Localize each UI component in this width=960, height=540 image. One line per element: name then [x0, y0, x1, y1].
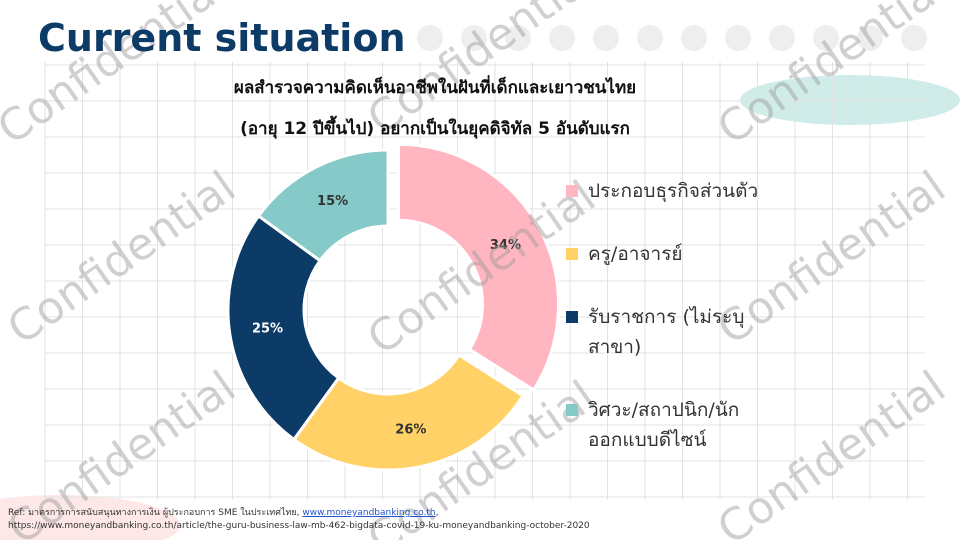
data-label: 25%: [252, 322, 283, 337]
data-label: 26%: [395, 422, 426, 437]
ref-link[interactable]: www.moneyandbanking.co.th: [302, 508, 436, 518]
decor-dot: [461, 25, 487, 51]
decor-dot: [769, 25, 795, 51]
ref-end: ,: [435, 508, 439, 518]
slice: [397, 142, 560, 393]
legend-swatch: [566, 404, 578, 416]
data-label: 34%: [490, 238, 521, 253]
decor-dot: [681, 25, 707, 51]
legend-swatch: [566, 248, 578, 260]
legend-swatch: [566, 311, 578, 323]
chart-subtitle: (อายุ 12 ปีขึ้นไป) อยากเป็นในยุคดิจิทัล …: [240, 119, 630, 139]
legend-item: รับราชการ (ไม่ระบุสาขา): [566, 302, 786, 362]
legend-item: วิศวะ/สถาปนิก/นักออกแบบดีไซน์: [566, 395, 786, 455]
decor-dot: [593, 25, 619, 51]
legend-item: ประกอบธุรกิจส่วนตัว: [566, 176, 786, 206]
watermark: Confidential: [0, 161, 245, 355]
chart-title: ผลสำรวจความคิดเห็นอาชีพในฝันที่เด็กและเย…: [233, 78, 637, 98]
slice: [226, 213, 341, 442]
decor-dot: [637, 25, 663, 51]
decor-dot: [505, 25, 531, 51]
decor-dot: [813, 25, 839, 51]
legend-swatch: [566, 185, 578, 197]
slice: [291, 352, 526, 472]
legend-label: ครู/อาจารย์: [588, 243, 683, 265]
slice: [256, 148, 390, 263]
decor-dot: [417, 25, 443, 51]
legend-item: ครู/อาจารย์: [566, 239, 786, 269]
legend-label: ประกอบธุรกิจส่วนตัว: [588, 180, 759, 202]
legend: ประกอบธุรกิจส่วนตัวครู/อาจารย์รับราชการ …: [566, 176, 786, 488]
data-label: 15%: [317, 194, 348, 209]
legend-label: รับราชการ (ไม่ระบุสาขา): [588, 306, 745, 358]
decor-dot: [857, 25, 883, 51]
decor-dot: [901, 25, 927, 51]
legend-label: วิศวะ/สถาปนิก/นักออกแบบดีไซน์: [588, 399, 740, 451]
reference: Ref: มาตรการการสนับสนุนทางการเงิน ผู้ประ…: [8, 505, 438, 519]
ref-url: https://www.moneyandbanking.co.th/articl…: [8, 521, 590, 531]
ref-text: Ref: มาตรการการสนับสนุนทางการเงิน ผู้ประ…: [8, 508, 300, 518]
decor-dot: [549, 25, 575, 51]
decor-dot: [725, 25, 751, 51]
slide-title: Current situation: [38, 16, 406, 60]
decor-blob: [0, 495, 180, 540]
